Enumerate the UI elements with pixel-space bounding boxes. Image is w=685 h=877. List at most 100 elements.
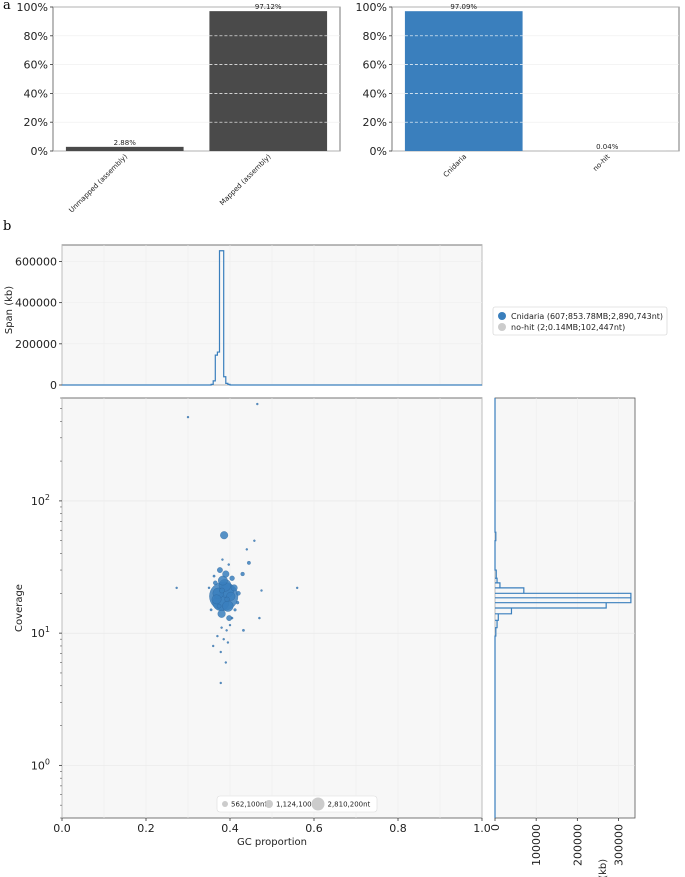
scatter-point (218, 575, 228, 586)
x-axis-label: GC proportion (237, 837, 307, 848)
y-tick-label: 100% (356, 1, 387, 14)
top-histogram-y-label: Span (kb) (4, 286, 15, 334)
x-tick-label: 100000 (530, 824, 543, 866)
x-category-label: no-hit (592, 153, 612, 173)
scatter-point (236, 591, 241, 596)
scatter-point (225, 629, 228, 632)
y-tick-label: 0 (50, 379, 57, 392)
scatter-point (228, 623, 232, 627)
scatter-point (222, 600, 234, 612)
y-tick-label: 400000 (15, 297, 57, 310)
top-histogram-line (62, 250, 482, 386)
scatter-point (217, 609, 226, 618)
size-legend-label: 2,810,200nt (328, 801, 371, 809)
y-tick-label: 40% (363, 87, 387, 100)
y-tick-label: 102 (31, 493, 50, 508)
scatter-point (220, 531, 229, 540)
scatter-point (186, 415, 190, 419)
right-histogram-x-label: Span (kb) (598, 859, 609, 877)
y-tick-label: 60% (24, 59, 48, 72)
category-legend-marker (498, 323, 506, 331)
x-tick-label: 1.0 (473, 822, 491, 835)
scatter-point (235, 601, 240, 605)
scatter-point (224, 596, 230, 602)
category-legend-label: no-hit (2;0.14MB;102,447nt) (511, 323, 625, 332)
x-tick-label: 0.4 (221, 822, 239, 835)
category-legend-marker (498, 312, 506, 320)
x-category-label: Unmapped (assembly) (67, 153, 129, 215)
panel-label-a: a (3, 0, 11, 13)
scatter-point (217, 567, 223, 573)
size-legend-label: 562,100nt (231, 801, 267, 809)
y-tick-label: 20% (24, 116, 48, 129)
scatter-point (216, 603, 222, 609)
x-tick-label: 300000 (613, 824, 626, 866)
x-tick-label: 0 (489, 824, 502, 831)
scatter-point (222, 570, 230, 578)
bar-data-label: 0.04% (596, 143, 619, 151)
y-tick-label: 0% (31, 145, 48, 158)
bar (209, 11, 328, 151)
y-axis-label: Coverage (14, 584, 25, 632)
x-tick-label: 0.8 (389, 822, 407, 835)
scatter-point (219, 681, 222, 685)
y-tick-label: 100% (17, 1, 48, 14)
scatter-point (230, 584, 238, 592)
scatter-point (247, 560, 251, 565)
scatter-point (209, 608, 213, 612)
size-legend-marker (222, 801, 228, 807)
size-legend-box (216, 795, 378, 813)
y-tick-label: 100 (31, 757, 50, 772)
scatter-point (213, 580, 218, 586)
category-legend-box (492, 306, 668, 336)
scatter-point (258, 616, 261, 620)
scatter-point (230, 616, 234, 620)
y-tick-label: 20% (363, 116, 387, 129)
x-tick-label: 0.2 (137, 822, 155, 835)
y-tick-label: 80% (363, 30, 387, 43)
scatter-point (226, 641, 230, 644)
scatter-point (175, 586, 178, 590)
bar (404, 11, 523, 152)
y-tick-label: 80% (24, 30, 48, 43)
scatter-point (256, 402, 259, 406)
scatter-point (245, 548, 248, 551)
scatter-point (216, 634, 219, 638)
scatter-point (219, 587, 225, 594)
x-tick-label: 200000 (571, 824, 584, 866)
y-tick-label: 600000 (15, 255, 57, 268)
category-legend-label: Cnidaria (607;853.78MB;2,890,743nt) (511, 312, 663, 321)
scatter-point (233, 608, 237, 612)
panel-label-b: b (3, 219, 12, 234)
size-legend-marker (311, 797, 325, 811)
scatter-point (212, 574, 216, 578)
size-legend-marker (265, 800, 273, 808)
y-tick-label: 200000 (15, 338, 57, 351)
scatter-point (229, 575, 235, 581)
y-tick-label: 60% (363, 59, 387, 72)
right-histogram-line (494, 398, 632, 818)
scatter-point (221, 558, 224, 561)
scatter-point (220, 626, 223, 629)
scatter-point (227, 563, 230, 566)
y-tick-label: 101 (31, 625, 50, 640)
scatter-point (240, 571, 245, 577)
bar-data-label: 97.09% (450, 3, 477, 11)
scatter-point (211, 594, 222, 605)
scatter-point (224, 661, 227, 664)
y-tick-label: 0% (370, 145, 387, 158)
bar (65, 146, 184, 151)
scatter-point (219, 650, 222, 654)
x-tick-label: 0.6 (305, 822, 323, 835)
scatter-point (212, 644, 215, 648)
y-tick-label: 40% (24, 87, 48, 100)
scatter-point (222, 638, 225, 641)
x-tick-label: 0.0 (53, 822, 71, 835)
scatter-point (242, 628, 245, 632)
scatter-point (260, 589, 263, 592)
scatter-point (253, 539, 256, 542)
scatter-point (296, 586, 299, 590)
x-category-label: Cnidaria (442, 153, 468, 179)
bar-data-label: 2.88% (114, 139, 137, 147)
